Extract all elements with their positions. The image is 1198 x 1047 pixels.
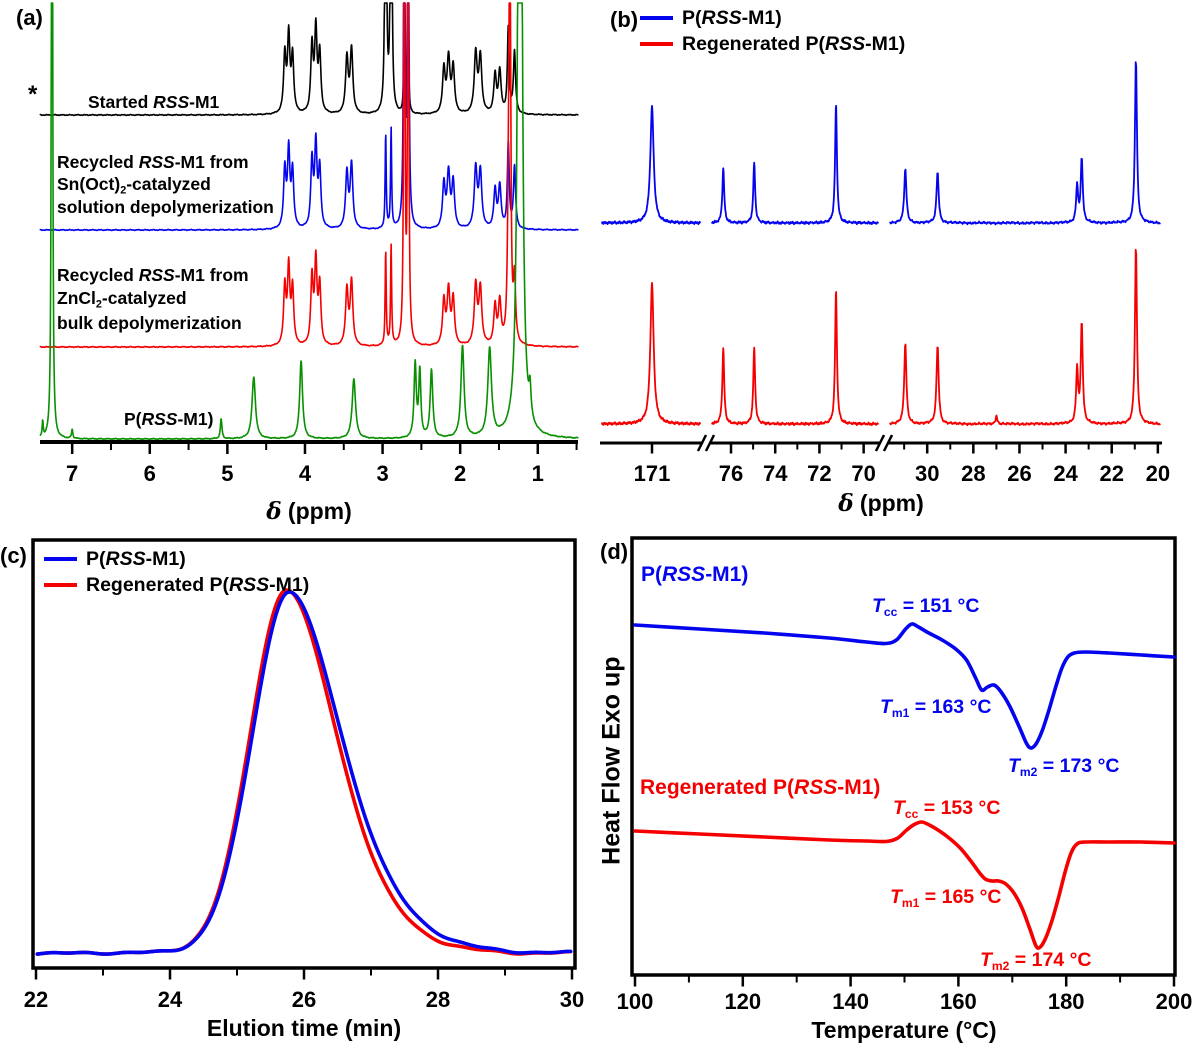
trace-label-sn-line3: solution depolymerization — [57, 197, 274, 217]
panel-c-tag: (c) — [0, 543, 27, 568]
annotation-red-tcc: Tcc = 153 °C — [893, 797, 1001, 821]
svg-text:28: 28 — [961, 461, 985, 486]
svg-text:140: 140 — [832, 989, 869, 1014]
svg-text:22: 22 — [24, 987, 48, 1012]
trace-label-zn-line2: ZnCl2-catalyzed — [57, 288, 187, 311]
annotation-blue-tm2: Tm2 = 173 °C — [1008, 755, 1120, 779]
annotation-blue-tm1: Tm1 = 163 °C — [880, 696, 992, 720]
legend-item-red: Regenerated P(RSS-M1) — [640, 31, 905, 57]
svg-text:24: 24 — [1053, 461, 1078, 486]
svg-text:1: 1 — [532, 461, 544, 486]
legend-item-blue: P(RSS-M1) — [640, 5, 905, 31]
solvent-asterisk: * — [28, 81, 38, 108]
svg-text:180: 180 — [1048, 989, 1085, 1014]
svg-text:26: 26 — [1007, 461, 1031, 486]
panel-d-tag: (d) — [600, 539, 629, 564]
legend-label: Regenerated P(RSS-M1) — [86, 573, 310, 596]
legend-label: P(RSS-M1) — [86, 547, 186, 570]
legend-line-red-icon — [640, 42, 673, 46]
legend-line-blue-icon — [640, 16, 673, 20]
svg-text:100: 100 — [617, 989, 654, 1014]
panel-a-tag: (a) — [16, 5, 43, 30]
svg-text:2: 2 — [454, 461, 466, 486]
svg-text:76: 76 — [719, 461, 743, 486]
svg-text:120: 120 — [724, 989, 761, 1014]
svg-text:70: 70 — [851, 461, 875, 486]
legend-line-red-icon — [44, 583, 77, 587]
trace-label-sn-line1: Recycled RSS-M1 from — [57, 152, 249, 172]
svg-text:5: 5 — [221, 461, 233, 486]
panel-b-tag: (b) — [610, 7, 639, 32]
annotation-red-tm2: Tm2 = 174 °C — [980, 949, 1092, 973]
svg-text:24: 24 — [158, 987, 183, 1012]
legend-line-blue-icon — [44, 557, 77, 561]
svg-text:20: 20 — [1146, 461, 1170, 486]
svg-text:30: 30 — [915, 461, 939, 486]
panel-a-xlabel: δ (ppm) — [266, 498, 352, 525]
annotation-red-tm1: Tm1 = 165 °C — [890, 886, 1002, 910]
legend-item-red: Regenerated P(RSS-M1) — [44, 572, 309, 598]
svg-text:4: 4 — [299, 461, 312, 486]
svg-text:7: 7 — [66, 461, 78, 486]
trace-label-zn-line1: Recycled RSS-M1 from — [57, 265, 249, 285]
trace-label-started: Started RSS-M1 — [88, 92, 220, 112]
series-label-red: Regenerated P(RSS-M1) — [640, 776, 881, 799]
svg-text:3: 3 — [376, 461, 388, 486]
svg-text:72: 72 — [807, 461, 831, 486]
panel-d-ylabel: Heat Flow Exo up — [597, 656, 626, 865]
legend-label: P(RSS-M1) — [682, 6, 782, 29]
trace-label-zn-line3: bulk depolymerization — [57, 313, 242, 333]
panel-b-legend: P(RSS-M1) Regenerated P(RSS-M1) — [640, 5, 905, 57]
svg-text:74: 74 — [763, 461, 788, 486]
legend-label: Regenerated P(RSS-M1) — [682, 32, 906, 55]
legend-item-blue: P(RSS-M1) — [44, 546, 309, 572]
svg-text:160: 160 — [940, 989, 977, 1014]
svg-text:171: 171 — [634, 461, 671, 486]
svg-text:28: 28 — [426, 987, 450, 1012]
panel-c-xlabel: Elution time (min) — [206, 1015, 402, 1041]
panel-b-xlabel: δ (ppm) — [838, 490, 924, 517]
series-label-blue: P(RSS-M1) — [641, 563, 749, 586]
svg-text:26: 26 — [292, 987, 316, 1012]
panel-d-xlabel: Temperature (°C) — [811, 1017, 997, 1043]
trace-label-polymer: P(RSS-M1) — [124, 409, 214, 429]
annotation-blue-tcc: Tcc = 151 °C — [872, 595, 980, 619]
svg-text:22: 22 — [1099, 461, 1123, 486]
trace-label-sn-line2: Sn(Oct)2-catalyzed — [57, 174, 211, 197]
svg-text:200: 200 — [1156, 989, 1193, 1014]
svg-text:30: 30 — [560, 987, 584, 1012]
panel-c-legend: P(RSS-M1) Regenerated P(RSS-M1) — [44, 546, 309, 598]
svg-text:6: 6 — [144, 461, 156, 486]
